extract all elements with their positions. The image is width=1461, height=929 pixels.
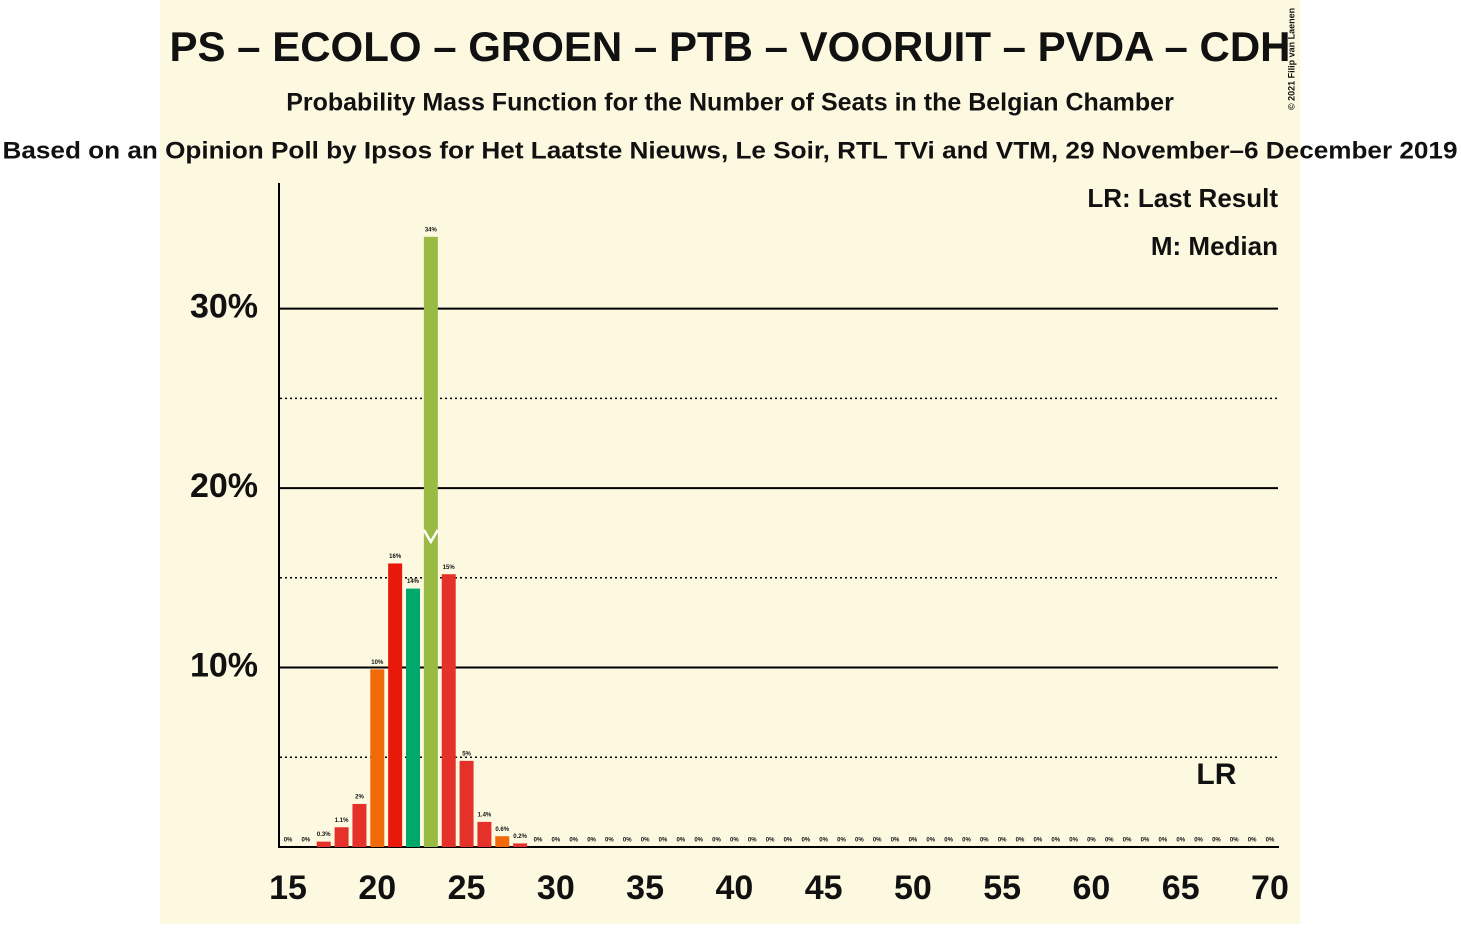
last-result-label: LR <box>1196 758 1236 791</box>
value-label: 0% <box>1105 838 1114 844</box>
value-label: 1.4% <box>478 812 492 818</box>
value-label: 0% <box>855 838 864 844</box>
x-tick-label: 15 <box>269 869 307 907</box>
legend-entry: M: Median <box>1151 231 1278 261</box>
value-label: 0% <box>962 838 971 844</box>
value-label: 0% <box>659 838 668 844</box>
x-tick-label: 55 <box>983 869 1021 907</box>
value-label: 0% <box>623 838 632 844</box>
value-label: 0% <box>801 838 810 844</box>
value-label: 0% <box>1212 838 1221 844</box>
value-label: 0% <box>569 838 578 844</box>
value-label: 0% <box>1266 838 1275 844</box>
value-label: 34% <box>425 227 438 233</box>
chart-source: Based on an Opinion Poll by Ipsos for He… <box>3 137 1458 164</box>
value-label: 0% <box>873 838 882 844</box>
value-label: 0% <box>784 838 793 844</box>
value-label: 0% <box>837 838 846 844</box>
median-marker <box>422 529 439 545</box>
x-tick-label: 45 <box>805 869 843 907</box>
value-label: 0% <box>551 838 560 844</box>
value-label: 14% <box>407 579 420 585</box>
x-tick-label: 35 <box>626 869 664 907</box>
value-label: 0% <box>766 838 775 844</box>
value-label: 16% <box>389 554 402 560</box>
value-label: 0.6% <box>495 827 509 833</box>
bar <box>477 821 492 847</box>
value-label: 1.1% <box>335 818 349 824</box>
bar <box>406 588 421 847</box>
x-tick-label: 30 <box>537 869 575 907</box>
value-label: 0% <box>534 838 543 844</box>
bar <box>441 574 456 847</box>
value-label: 0% <box>284 838 293 844</box>
legend-entry: LR: Last Result <box>1087 183 1278 213</box>
value-label: 10% <box>371 660 384 666</box>
bar <box>513 843 528 847</box>
chart-title: PS – ECOLO – GROEN – PTB – VOORUIT – PVD… <box>169 23 1290 70</box>
x-tick-label: 40 <box>715 869 753 907</box>
bar <box>352 803 367 847</box>
y-tick-label: 30% <box>190 288 258 326</box>
bar <box>388 563 403 847</box>
bar <box>370 669 385 847</box>
value-label: 0% <box>1176 838 1185 844</box>
value-label: 0% <box>1123 838 1132 844</box>
value-label: 0% <box>909 838 918 844</box>
value-label: 0.2% <box>513 834 527 840</box>
value-label: 0% <box>587 838 596 844</box>
value-label: 0% <box>944 838 953 844</box>
bar <box>334 827 349 847</box>
value-label: 5% <box>462 751 471 757</box>
value-label: 0% <box>730 838 739 844</box>
value-label: 0.3% <box>317 832 331 838</box>
value-label: 0% <box>1141 838 1150 844</box>
value-label: 0% <box>1194 838 1203 844</box>
value-label: 0% <box>748 838 757 844</box>
x-tick-label: 50 <box>894 869 932 907</box>
value-label: 0% <box>926 838 935 844</box>
chart-subtitle: Probability Mass Function for the Number… <box>286 89 1174 117</box>
value-label: 0% <box>891 838 900 844</box>
y-tick-label: 20% <box>190 467 258 505</box>
x-tick-label: 65 <box>1162 869 1200 907</box>
value-label: 0% <box>694 838 703 844</box>
value-label: 0% <box>1248 838 1257 844</box>
value-label: 0% <box>302 838 311 844</box>
value-label: 0% <box>998 838 1007 844</box>
value-label: 0% <box>712 838 721 844</box>
credit: © 2021 Filip van Laenen <box>1286 8 1296 110</box>
x-tick-label: 25 <box>448 869 486 907</box>
x-tick-label: 70 <box>1251 869 1289 907</box>
value-label: 0% <box>1159 838 1168 844</box>
value-label: 0% <box>641 838 650 844</box>
y-tick-label: 10% <box>190 647 258 685</box>
value-label: 0% <box>676 838 685 844</box>
bar <box>459 760 474 847</box>
value-label: 0% <box>1051 838 1060 844</box>
value-label: 2% <box>355 795 364 801</box>
bar <box>316 841 331 847</box>
x-tick-label: 60 <box>1073 869 1111 907</box>
value-label: 15% <box>443 565 456 571</box>
value-label: 0% <box>1087 838 1096 844</box>
background <box>160 0 1300 924</box>
value-label: 0% <box>1069 838 1078 844</box>
value-label: 0% <box>1230 838 1239 844</box>
value-label: 0% <box>1016 838 1025 844</box>
x-tick-label: 20 <box>358 869 396 907</box>
value-label: 0% <box>605 838 614 844</box>
value-label: 0% <box>1034 838 1043 844</box>
bar <box>495 836 510 847</box>
value-label: 0% <box>819 838 828 844</box>
value-label: 0% <box>980 838 989 844</box>
